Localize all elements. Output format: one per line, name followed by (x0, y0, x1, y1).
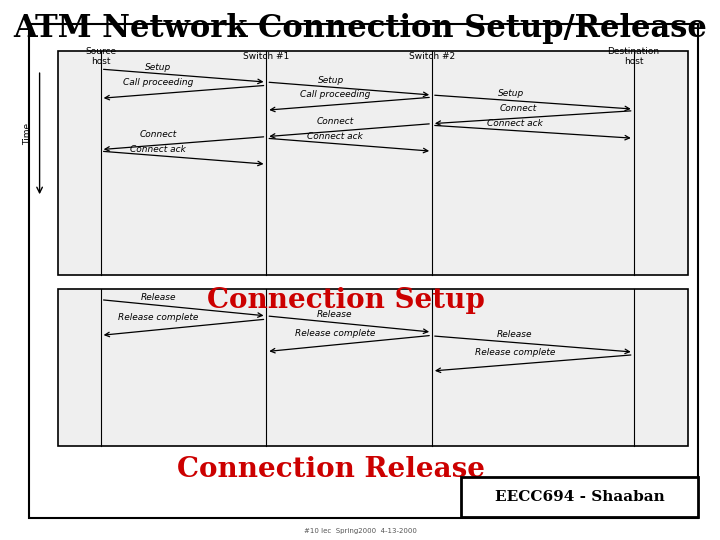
Text: Release complete: Release complete (294, 329, 375, 338)
Text: Setup: Setup (498, 89, 524, 98)
Text: Connect: Connect (500, 104, 537, 113)
Text: Connection Release: Connection Release (177, 456, 485, 483)
Text: Connect ack: Connect ack (487, 119, 543, 128)
Text: Release complete: Release complete (474, 348, 555, 357)
Text: Connect: Connect (140, 130, 177, 139)
Text: #10 lec  Spring2000  4-13-2000: #10 lec Spring2000 4-13-2000 (304, 528, 416, 534)
Text: Release: Release (140, 293, 176, 302)
Text: Source
host: Source host (85, 47, 117, 66)
Bar (461, 477, 698, 517)
Text: Connection Setup: Connection Setup (207, 287, 485, 314)
Text: Connect: Connect (316, 117, 354, 126)
Text: Call proceeding: Call proceeding (300, 90, 370, 99)
Text: Switch #1: Switch #1 (243, 52, 289, 61)
Text: ATM Network Connection Setup/Release: ATM Network Connection Setup/Release (13, 14, 707, 44)
Text: Release complete: Release complete (118, 313, 199, 322)
Text: Release: Release (497, 329, 533, 339)
Text: Setup: Setup (145, 63, 171, 72)
Text: Switch #2: Switch #2 (409, 52, 455, 61)
Bar (58, 289, 688, 446)
Text: Connect ack: Connect ack (307, 132, 363, 141)
Text: Call proceeding: Call proceeding (123, 78, 194, 87)
Text: Time: Time (23, 123, 32, 145)
Text: Destination
host: Destination host (608, 47, 660, 66)
Text: Connect ack: Connect ack (130, 145, 186, 154)
Text: EECC694 - Shaaban: EECC694 - Shaaban (495, 490, 665, 504)
Bar (58, 51, 688, 275)
Text: Release: Release (317, 309, 353, 319)
Text: Setup: Setup (318, 76, 344, 85)
